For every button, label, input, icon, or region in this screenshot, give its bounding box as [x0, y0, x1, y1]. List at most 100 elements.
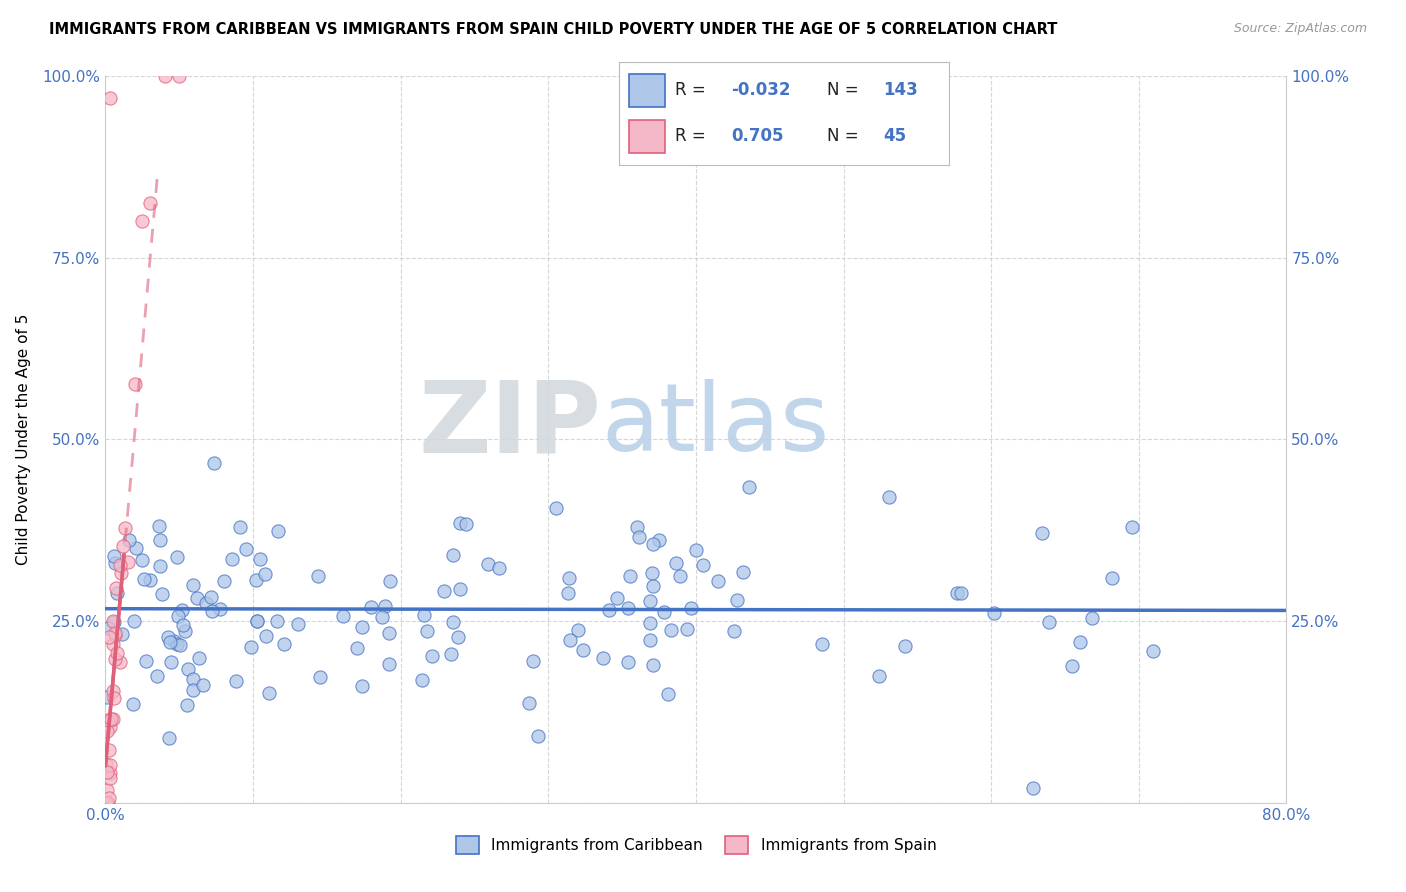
- Point: [96, 796, 118, 810]
- Point: [378, 574, 401, 588]
- Point: [150, 587, 173, 601]
- Point: [118, 533, 141, 547]
- Point: [567, 623, 589, 637]
- Point: [246, 614, 269, 628]
- Point: [96, 782, 118, 797]
- Point: [104, 628, 127, 642]
- Point: [456, 517, 478, 532]
- Point: [273, 638, 295, 652]
- Point: [477, 557, 499, 571]
- Text: R =: R =: [675, 128, 711, 145]
- Point: [104, 652, 127, 666]
- Point: [181, 673, 204, 687]
- Point: [648, 533, 671, 548]
- Point: [371, 610, 394, 624]
- Text: IMMIGRANTS FROM CARIBBEAN VS IMMIGRANTS FROM SPAIN CHILD POVERTY UNDER THE AGE O: IMMIGRANTS FROM CARIBBEAN VS IMMIGRANTS …: [49, 22, 1057, 37]
- Point: [202, 456, 225, 470]
- Point: [96, 796, 118, 810]
- Point: [254, 567, 277, 582]
- Point: [287, 616, 309, 631]
- Text: 0.705: 0.705: [731, 128, 783, 145]
- Point: [174, 624, 197, 639]
- Point: [560, 632, 582, 647]
- Point: [103, 615, 125, 629]
- Point: [105, 646, 128, 660]
- Point: [98, 791, 121, 805]
- Text: R =: R =: [675, 81, 711, 99]
- Point: [214, 574, 236, 588]
- Point: [101, 712, 124, 726]
- Text: ZIP: ZIP: [419, 376, 602, 474]
- Point: [112, 539, 135, 553]
- Point: [1081, 611, 1104, 625]
- Point: [229, 520, 252, 534]
- Text: N =: N =: [827, 128, 863, 145]
- Point: [157, 731, 180, 746]
- Point: [378, 657, 401, 671]
- Point: [94, 796, 117, 810]
- FancyBboxPatch shape: [628, 120, 665, 153]
- Point: [723, 624, 745, 638]
- Point: [641, 566, 664, 580]
- Point: [98, 630, 121, 644]
- Text: N =: N =: [827, 81, 863, 99]
- Point: [97, 796, 120, 810]
- Point: [172, 603, 194, 617]
- Point: [350, 678, 373, 692]
- Point: [96, 723, 118, 738]
- Point: [571, 643, 593, 657]
- Point: [153, 69, 176, 83]
- Point: [124, 376, 146, 391]
- Point: [166, 637, 188, 651]
- Point: [103, 690, 125, 705]
- Point: [97, 621, 120, 635]
- Point: [877, 491, 900, 505]
- Point: [98, 766, 121, 780]
- Point: [617, 655, 640, 669]
- Point: [254, 629, 277, 643]
- Point: [117, 555, 139, 569]
- Point: [946, 586, 969, 600]
- Point: [374, 599, 396, 613]
- Point: [1022, 781, 1045, 796]
- Point: [643, 537, 665, 551]
- Point: [685, 543, 707, 558]
- Point: [139, 573, 162, 587]
- Point: [209, 601, 232, 615]
- Point: [96, 690, 118, 705]
- Point: [98, 90, 121, 104]
- Point: [125, 541, 148, 556]
- Point: [200, 590, 222, 604]
- Point: [159, 635, 181, 649]
- Point: [638, 594, 661, 608]
- Point: [1031, 526, 1053, 541]
- Point: [160, 655, 183, 669]
- Point: [1121, 520, 1143, 534]
- Point: [449, 582, 471, 597]
- Point: [146, 669, 169, 683]
- Point: [121, 698, 143, 712]
- Point: [669, 569, 692, 583]
- Point: [527, 729, 550, 743]
- Point: [676, 622, 699, 636]
- Point: [103, 683, 125, 698]
- Point: [640, 615, 662, 630]
- Point: [420, 649, 443, 664]
- Point: [167, 608, 190, 623]
- Point: [131, 214, 153, 228]
- Point: [332, 608, 354, 623]
- Point: [96, 796, 118, 810]
- Point: [416, 624, 439, 638]
- Point: [1142, 644, 1164, 658]
- Point: [350, 619, 373, 633]
- Point: [307, 569, 329, 583]
- Text: -0.032: -0.032: [731, 81, 790, 99]
- Point: [103, 615, 125, 629]
- FancyBboxPatch shape: [628, 74, 665, 106]
- Text: atlas: atlas: [602, 379, 830, 471]
- Point: [440, 647, 463, 661]
- Point: [707, 574, 730, 588]
- Legend: Immigrants from Caribbean, Immigrants from Spain: Immigrants from Caribbean, Immigrants fr…: [450, 830, 942, 861]
- Point: [641, 579, 664, 593]
- Point: [449, 516, 471, 530]
